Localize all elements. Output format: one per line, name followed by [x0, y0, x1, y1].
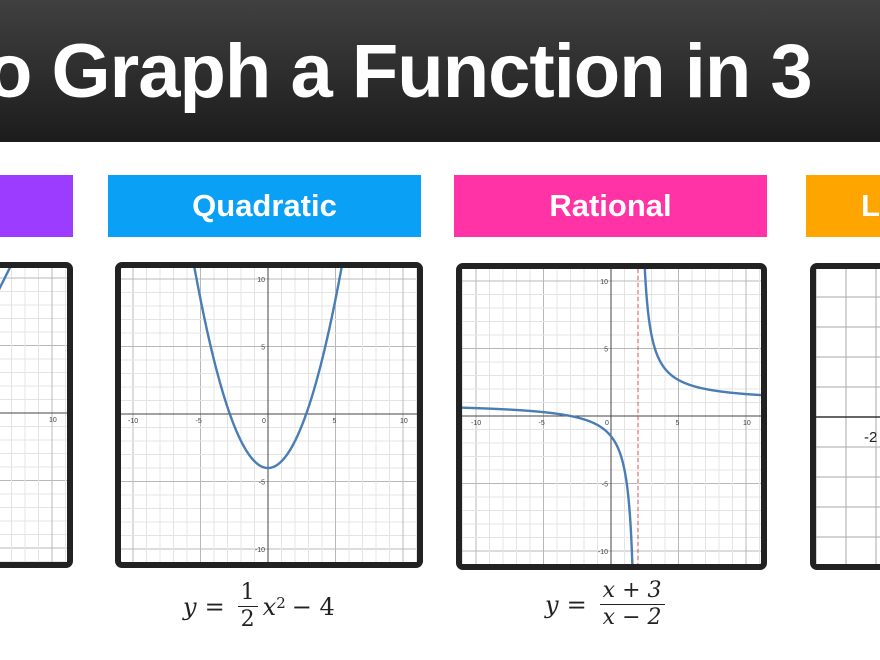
formula-variable: x [262, 592, 277, 621]
formula-equals: = [566, 590, 587, 619]
label-text: Quadratic [192, 188, 337, 223]
graph-partial: -2 [816, 269, 880, 564]
page-title: o Graph a Function in 3 [0, 29, 813, 114]
formula-lhs: y [545, 590, 559, 619]
y-tick-label: -5 [259, 480, 265, 487]
graph-quadratic: -10 -5 0 5 10 10 5 -5 -10 [121, 268, 417, 562]
function-curve [0, 268, 12, 291]
label-text: Lo [861, 188, 880, 223]
graph-frame-linear [0, 262, 73, 568]
graph-frame-quadratic [115, 262, 423, 568]
label-quadratic: Quadratic [108, 175, 421, 237]
label-rational: Rational [454, 175, 767, 237]
function-curve [462, 406, 634, 564]
y-tick-label: 5 [604, 347, 608, 354]
x-tick-label: 10 [49, 417, 57, 424]
formula-fraction: 1 2 [237, 580, 258, 633]
label-linear [0, 175, 73, 237]
fraction-denominator: x − 2 [602, 605, 662, 630]
y-tick-label: -10 [255, 547, 265, 554]
header-banner: o Graph a Function in 3 [0, 0, 880, 142]
x-tick-label: -5 [196, 418, 202, 425]
y-tick-label: 10 [600, 279, 608, 286]
x-tick-label: 10 [743, 420, 751, 427]
fraction-numerator: x + 3 [599, 578, 665, 605]
x-tick-label: 0 [605, 420, 609, 427]
x-tick-label: 0 [262, 418, 266, 425]
label-text: Rational [549, 188, 672, 223]
fraction-denominator: 2 [240, 607, 255, 632]
y-tick-label: -10 [598, 549, 608, 556]
formula-exponent: 2 [276, 593, 286, 612]
x-tick-label: -2 [864, 429, 877, 446]
x-tick-label: 5 [333, 418, 337, 425]
x-tick-label: -10 [128, 418, 138, 425]
x-tick-label: -5 [539, 420, 545, 427]
graph-linear: 10 [0, 268, 67, 562]
y-tick-label: 10 [257, 277, 265, 284]
formula-constant: − 4 [291, 592, 335, 621]
x-tick-label: 5 [676, 420, 680, 427]
formula-equals: = [204, 592, 225, 621]
fraction-numerator: 1 [237, 580, 258, 607]
y-tick-label: 5 [261, 345, 265, 352]
formula-lhs: y [183, 592, 197, 621]
graph-rational: -10 -5 0 5 10 10 5 -5 -10 [462, 269, 761, 564]
formula-rational: y = x + 3 x − 2 [545, 578, 670, 631]
formula-fraction: x + 3 x − 2 [599, 578, 665, 631]
function-curve [643, 269, 761, 397]
x-tick-label: -10 [471, 420, 481, 427]
y-tick-label: -5 [602, 482, 608, 489]
label-log: Lo [806, 175, 880, 237]
function-curve [193, 268, 343, 470]
x-tick-label: 10 [400, 418, 408, 425]
